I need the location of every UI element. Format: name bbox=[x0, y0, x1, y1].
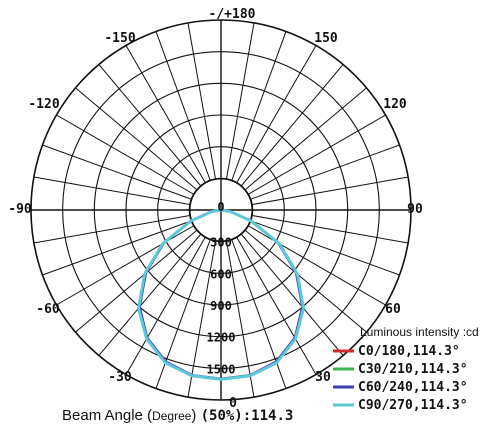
legend-entry: C90/270,114.3° bbox=[358, 398, 468, 413]
grid-spoke bbox=[251, 176, 409, 206]
legend-entry: C60/240,114.3° bbox=[358, 380, 468, 395]
legend-title: Luminous intensity :cd bbox=[360, 325, 479, 339]
grid-spoke bbox=[244, 87, 367, 191]
angle-label: 120 bbox=[383, 97, 407, 112]
grid-spoke bbox=[225, 22, 255, 180]
grid-spoke bbox=[187, 22, 217, 180]
grid-spoke bbox=[155, 31, 211, 182]
radial-tick-label: 600 bbox=[210, 267, 232, 281]
grid-spoke bbox=[187, 240, 217, 398]
angle-label: -150 bbox=[104, 31, 135, 46]
angle-label: 150 bbox=[314, 31, 338, 46]
grid-spoke bbox=[249, 144, 400, 200]
grid-spoke bbox=[75, 87, 198, 191]
grid-spoke bbox=[125, 45, 206, 184]
grid-spoke bbox=[236, 45, 317, 184]
grid-spoke bbox=[75, 229, 198, 333]
grid-spoke bbox=[249, 220, 400, 276]
radial-tick-label: 1200 bbox=[207, 331, 236, 345]
beam-label-part2: ) bbox=[191, 407, 200, 424]
beam-angle-caption: Beam Angle (Degree) (50%):114.3 bbox=[62, 407, 293, 424]
angle-label: 90 bbox=[407, 202, 423, 217]
angle-label: -60 bbox=[36, 302, 60, 317]
radial-tick-labels: 300 600 900 1200 1500 bbox=[207, 236, 236, 377]
beam-label-degree: Degree bbox=[152, 409, 192, 423]
radial-tick-label: 1500 bbox=[207, 362, 236, 376]
radial-tick-label: 300 bbox=[210, 236, 232, 250]
grid-spoke bbox=[247, 114, 386, 195]
angle-label: -/+180 bbox=[209, 7, 256, 22]
legend: Luminous intensity :cd C0/180,114.3° C30/… bbox=[333, 325, 479, 413]
grid-spoke bbox=[56, 225, 195, 306]
center-label: 0 bbox=[217, 200, 224, 214]
grid-spoke bbox=[33, 214, 191, 244]
angle-label: 0 bbox=[229, 396, 237, 411]
grid-spoke bbox=[231, 31, 287, 182]
radial-tick-label: 900 bbox=[210, 299, 232, 313]
grid-spoke bbox=[236, 236, 317, 375]
series-line bbox=[137, 208, 305, 381]
beam-label-part1: Beam Angle ( bbox=[62, 407, 152, 424]
legend-entry: C30/210,114.3° bbox=[358, 362, 468, 377]
grid-spoke bbox=[225, 240, 255, 398]
legend-entry: C0/180,114.3° bbox=[358, 344, 460, 359]
grid-spoke bbox=[42, 144, 193, 200]
angle-label: -120 bbox=[28, 97, 59, 112]
grid-spoke bbox=[98, 233, 202, 356]
grid-spoke bbox=[33, 176, 191, 206]
grid-spoke bbox=[125, 236, 206, 375]
grid-spoke bbox=[240, 233, 344, 356]
grid-spoke bbox=[42, 220, 193, 276]
series-group bbox=[137, 208, 305, 381]
grid-spoke bbox=[240, 64, 344, 187]
angle-labels: -/+180 150 -150 120 -120 90 -90 60 -60 30 -30 0 bbox=[8, 7, 423, 411]
grid-spoke bbox=[251, 214, 409, 244]
polar-grid bbox=[30, 19, 412, 401]
angle-label: -30 bbox=[108, 370, 132, 385]
angle-label: 30 bbox=[315, 370, 331, 385]
grid-spoke bbox=[247, 225, 386, 306]
angle-label: 60 bbox=[385, 302, 401, 317]
beam-angle-value: (50%):114.3 bbox=[201, 408, 294, 424]
grid-spoke bbox=[56, 114, 195, 195]
grid-spoke bbox=[98, 64, 202, 187]
angle-label: -90 bbox=[8, 202, 32, 217]
grid-spoke bbox=[244, 229, 367, 333]
